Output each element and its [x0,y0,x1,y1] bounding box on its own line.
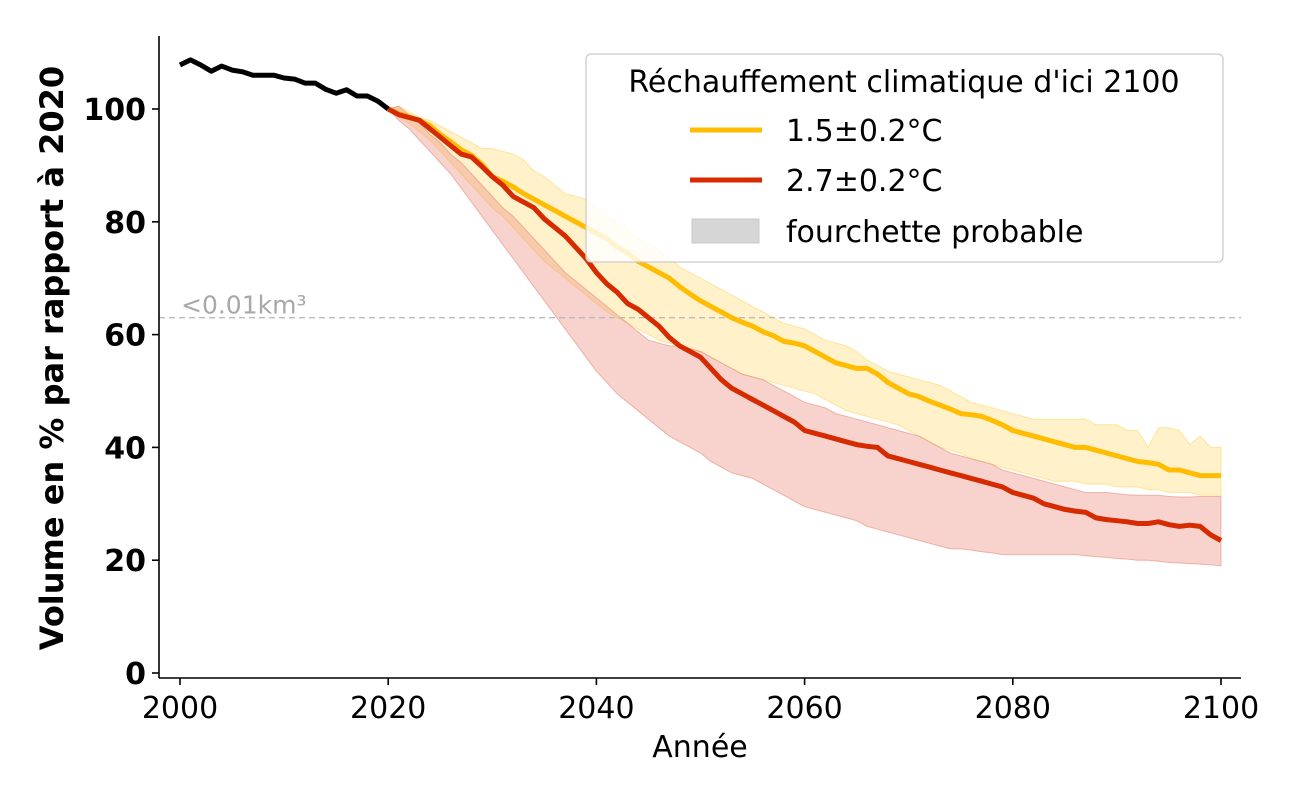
legend-title: Réchauffement climatique d'ici 2100 [628,65,1179,100]
x-tick-label: 2080 [975,691,1051,726]
series-lines [178,57,1223,543]
y-tick-label: 40 [104,431,146,466]
legend-label-range: fourchette probable [786,215,1083,250]
x-tick-label: 2000 [142,691,218,726]
band-2-7c [387,105,1222,567]
legend-label-1-5c: 1.5±0.2°C [786,114,943,149]
legend-label-2-7c: 2.7±0.2°C [786,164,943,199]
legend: Réchauffement climatique d'ici 2100 1.5±… [585,53,1224,263]
y-tick-label: 80 [104,206,146,241]
reference-line-label: <0.01km³ [181,291,306,320]
x-tick-label: 2100 [1183,691,1259,726]
y-tick-label: 100 [83,93,146,128]
y-axis-label: Volume en % par rapport à 2020 [33,66,71,650]
legend-frame [585,53,1224,263]
x-tick-label: 2060 [766,691,842,726]
line-1-5c [387,106,1221,479]
x-tick-label: 2040 [558,691,634,726]
y-tick-label: 20 [104,544,146,579]
x-axis-label: Année [652,730,747,765]
x-ticks: 2000 2020 2040 2060 2080 2100 [142,678,1259,726]
legend-swatch-range [691,218,760,244]
y-ticks: 0 20 40 60 80 100 [83,93,159,692]
y-tick-label: 0 [125,657,146,692]
x-tick-label: 2020 [350,691,426,726]
line-historical [178,57,390,111]
y-tick-label: 60 [104,319,146,354]
line-2-7c [387,106,1223,543]
